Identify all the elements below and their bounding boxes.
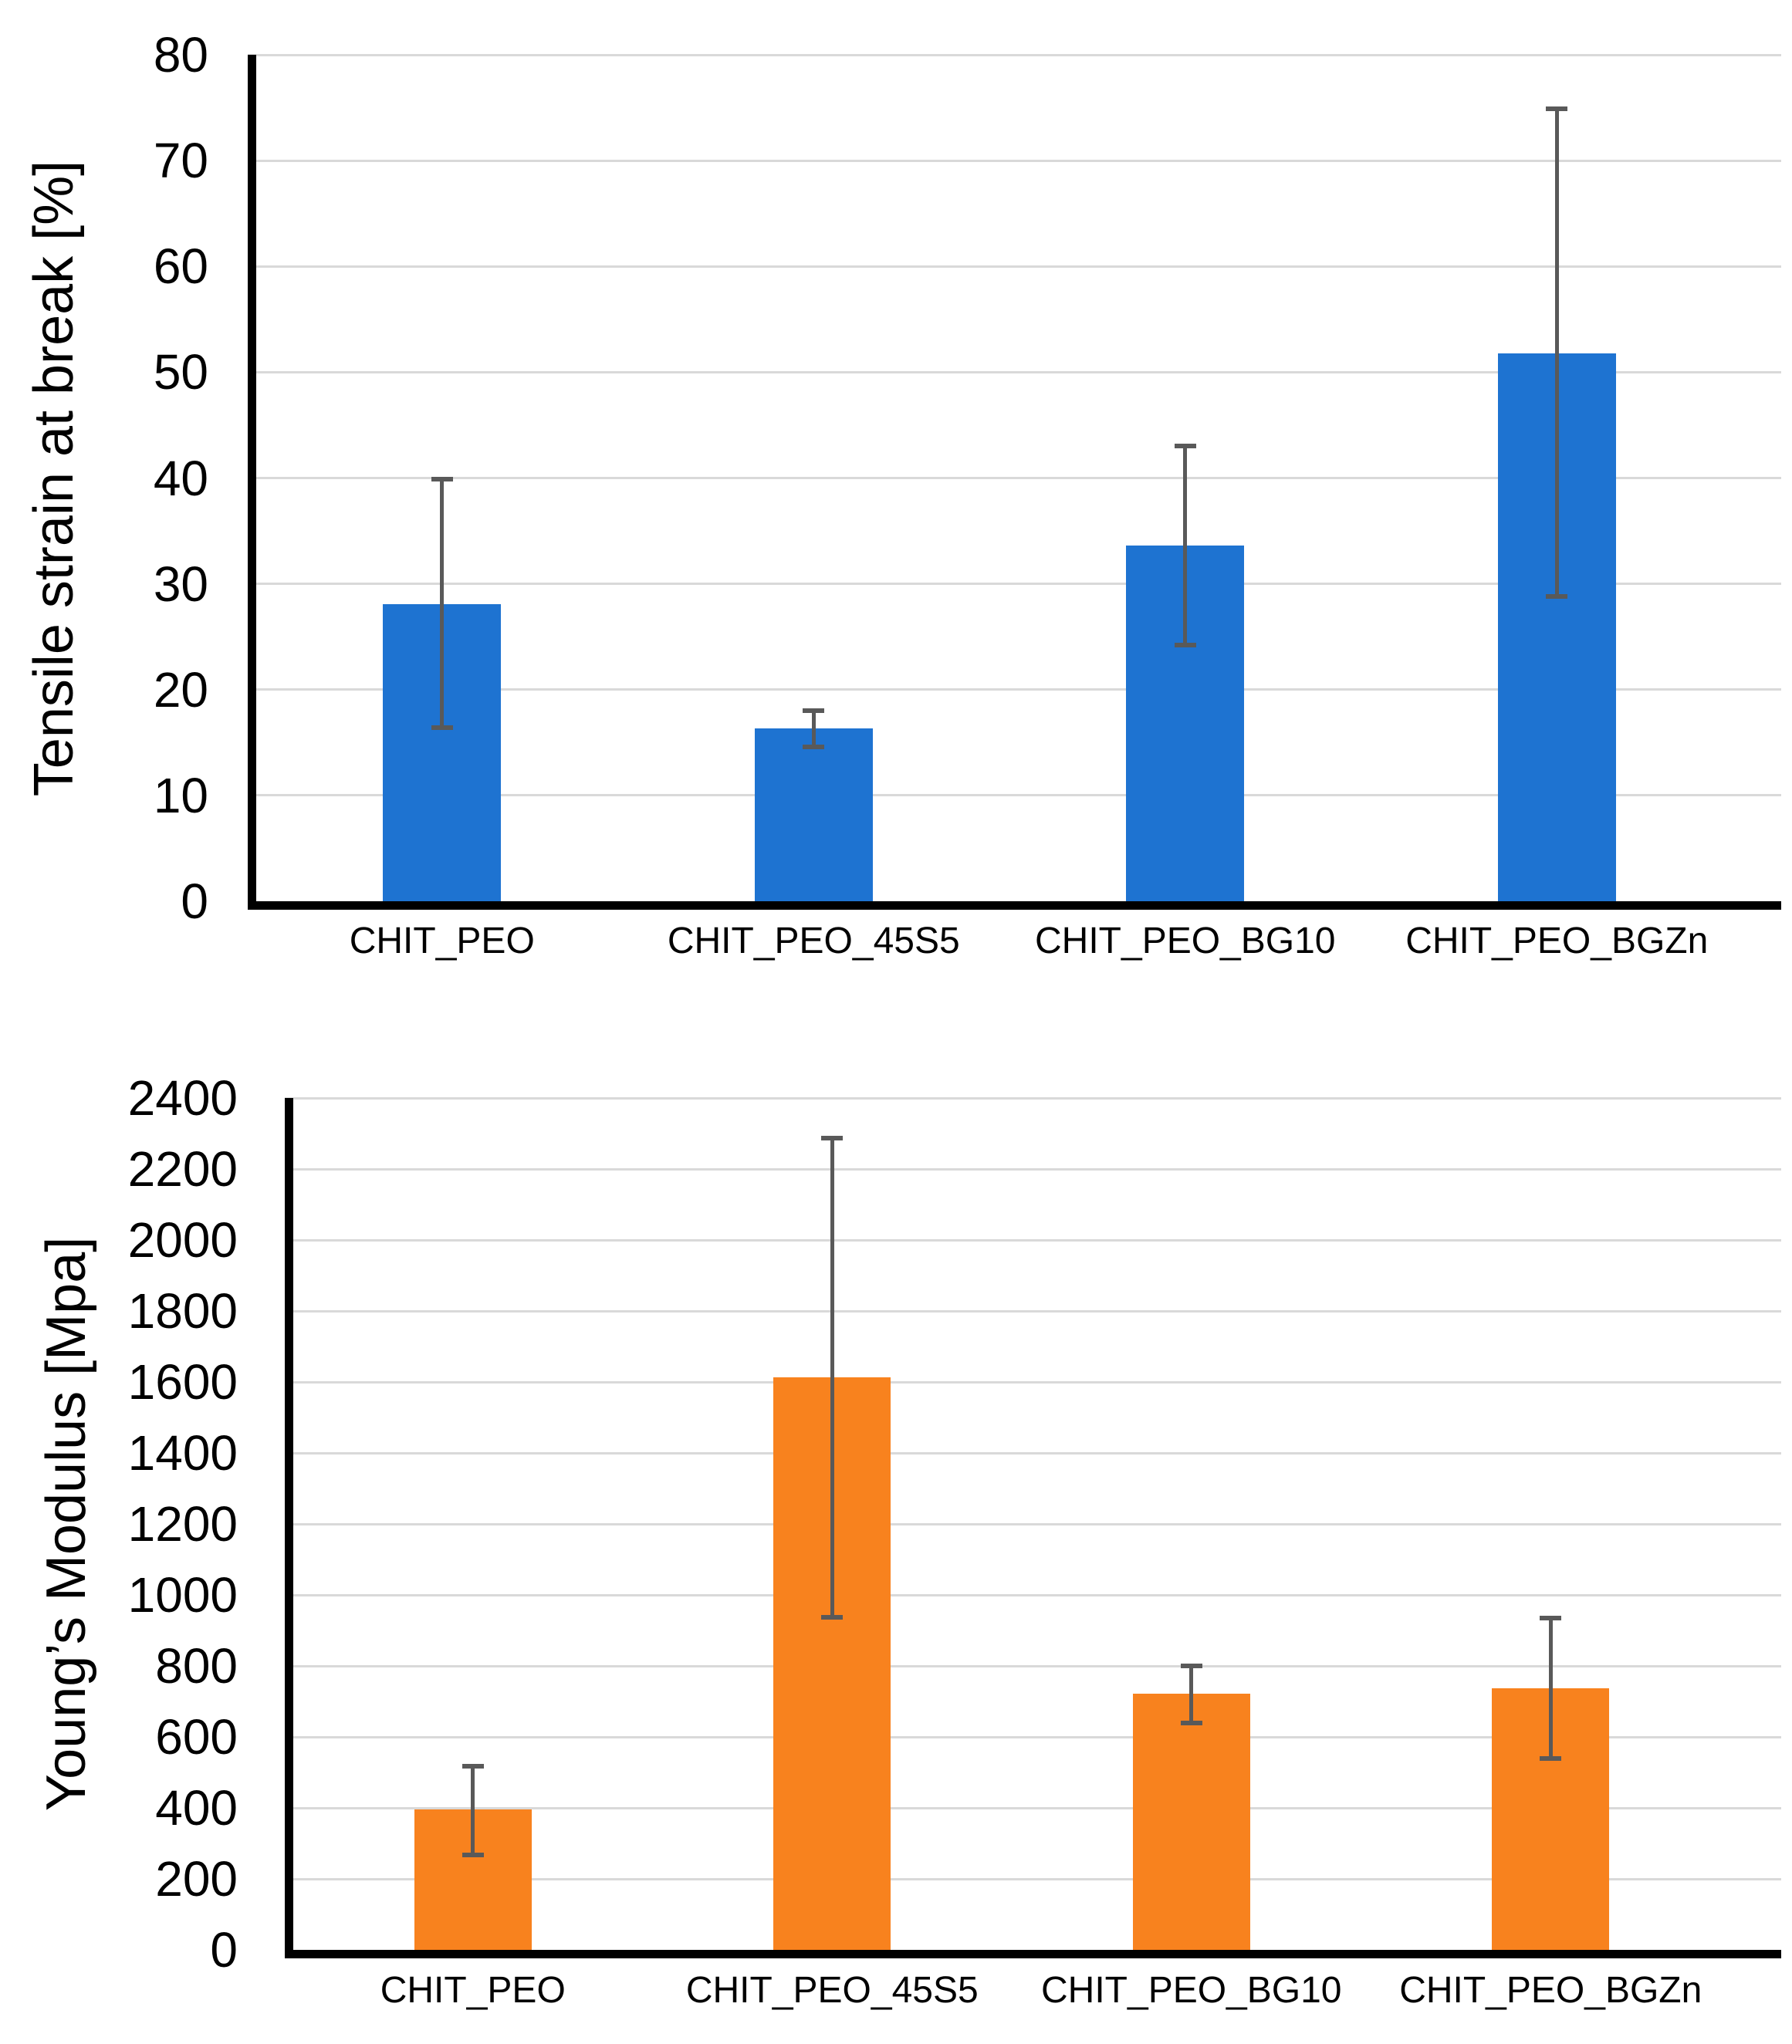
error-bar-cap-top (803, 708, 825, 714)
error-bar-cap-bottom (462, 1853, 484, 1858)
y-tick-label: 0 (181, 873, 208, 929)
gridline (248, 688, 1781, 691)
gridline (285, 1735, 1781, 1738)
gridline (285, 1806, 1781, 1809)
gridline (285, 1593, 1781, 1596)
y-tick-label: 600 (155, 1709, 238, 1765)
error-bar-cap-bottom (1174, 643, 1196, 648)
gridline (285, 1664, 1781, 1667)
y-tick-label: 2200 (127, 1141, 238, 1197)
x-category-label: CHIT_PEO (349, 921, 535, 961)
y-tick-label: 1200 (127, 1496, 238, 1552)
x-category-label: CHIT_PEO (380, 1970, 566, 2011)
bar (1132, 1693, 1250, 1950)
y-axis-line (248, 55, 256, 910)
gridline (248, 583, 1781, 586)
y-tick-label: 30 (153, 556, 208, 612)
error-bar-cap-top (821, 1135, 844, 1140)
error-bar-cap-bottom (1180, 1720, 1202, 1725)
x-category-label: CHIT_PEO_45S5 (667, 921, 960, 961)
error-bar-line (1548, 1618, 1553, 1759)
error-bar-cap-top (431, 476, 453, 481)
y-tick-label: 70 (153, 133, 208, 189)
x-category-label: CHIT_PEO_BGZn (1399, 1970, 1702, 2011)
error-bar-cap-bottom (821, 1614, 844, 1620)
y-tick-label: 2000 (127, 1212, 238, 1268)
gridline (248, 265, 1781, 268)
y-tick-label: 20 (153, 661, 208, 718)
y-tick-label: 400 (155, 1780, 238, 1836)
bar (754, 728, 873, 901)
y-tick-label: 0 (210, 1922, 238, 1978)
y-tick-label: 10 (153, 767, 208, 823)
error-bar-line (1554, 108, 1559, 597)
error-bar-cap-top (1540, 1616, 1562, 1621)
error-bar-cap-top (1546, 106, 1568, 111)
y-tick-label: 40 (153, 450, 208, 506)
gridline (285, 1451, 1781, 1454)
error-bar-line (1189, 1666, 1194, 1723)
error-bar-cap-bottom (1546, 594, 1568, 600)
error-bar-cap-top (1180, 1664, 1202, 1668)
gridline (285, 1877, 1781, 1880)
x-category-label: CHIT_PEO_45S5 (685, 1970, 979, 2011)
y-tick-label: 200 (155, 1851, 238, 1907)
x-axis-line (248, 901, 1781, 910)
x-category-label: CHIT_PEO_BG10 (1041, 1970, 1342, 2011)
gridline (248, 794, 1781, 797)
error-bar-cap-bottom (431, 725, 453, 731)
gridline (285, 1522, 1781, 1525)
error-bar-line (440, 478, 445, 728)
gridline (285, 1380, 1781, 1384)
error-bar-line (811, 711, 816, 747)
gridline (248, 53, 1781, 56)
gridline (248, 370, 1781, 373)
gridline (285, 1167, 1781, 1171)
y-tick-label: 1000 (127, 1567, 238, 1623)
error-bar-line (830, 1137, 834, 1617)
y-axis-line (285, 1098, 293, 1958)
gridline (248, 159, 1781, 162)
y-tick-label: 1600 (127, 1354, 238, 1410)
error-bar-cap-top (462, 1764, 484, 1769)
y-tick-label: 2400 (127, 1070, 238, 1126)
y-tick-label: 1800 (127, 1283, 238, 1339)
error-bar-line (471, 1766, 475, 1856)
gridline (285, 1309, 1781, 1313)
y-tick-label: 60 (153, 238, 208, 295)
error-bar-cap-bottom (1540, 1755, 1562, 1761)
x-category-label: CHIT_PEO_BGZn (1405, 921, 1709, 961)
error-bar-cap-top (1174, 444, 1196, 449)
x-axis-line (285, 1950, 1781, 1958)
y-tick-label: 1400 (127, 1425, 238, 1481)
y-tick-label: 800 (155, 1638, 238, 1694)
error-bar-cap-bottom (803, 744, 825, 749)
gridline (248, 477, 1781, 479)
gridline (285, 1238, 1781, 1242)
y-tick-label: 50 (153, 344, 208, 400)
gridline (285, 1096, 1781, 1100)
y-tick-label: 80 (153, 27, 208, 83)
x-category-label: CHIT_PEO_BG10 (1035, 921, 1336, 961)
error-bar-line (1183, 446, 1188, 646)
